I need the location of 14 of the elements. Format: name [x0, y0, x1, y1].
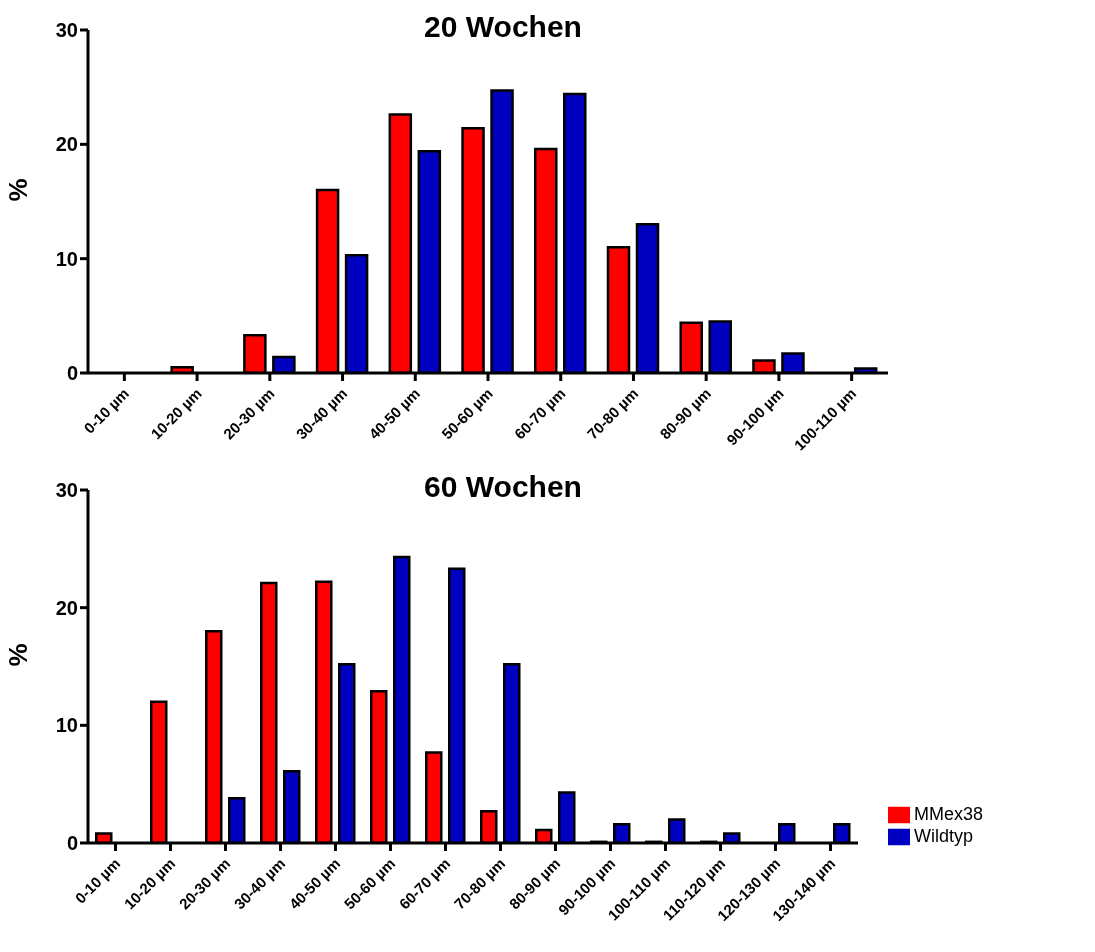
y-tick-label: 20 — [55, 133, 78, 156]
y-axis-title: % — [3, 643, 34, 667]
y-axis-title: % — [3, 178, 34, 202]
y-tick-label: 30 — [55, 19, 78, 42]
legend-label: MMex38 — [914, 803, 984, 824]
y-tick-label: 0 — [66, 362, 78, 385]
y-tick-label: 10 — [55, 247, 78, 270]
y-tick-label: 30 — [55, 479, 78, 502]
y-tick-label: 10 — [55, 714, 78, 737]
chart-title: 20 Wochen — [423, 10, 583, 44]
chart-title: 60 Wochen — [423, 470, 583, 504]
y-tick-label: 20 — [55, 596, 78, 619]
legend-label: Wildtyp — [914, 825, 974, 846]
y-tick-label: 0 — [66, 832, 78, 855]
